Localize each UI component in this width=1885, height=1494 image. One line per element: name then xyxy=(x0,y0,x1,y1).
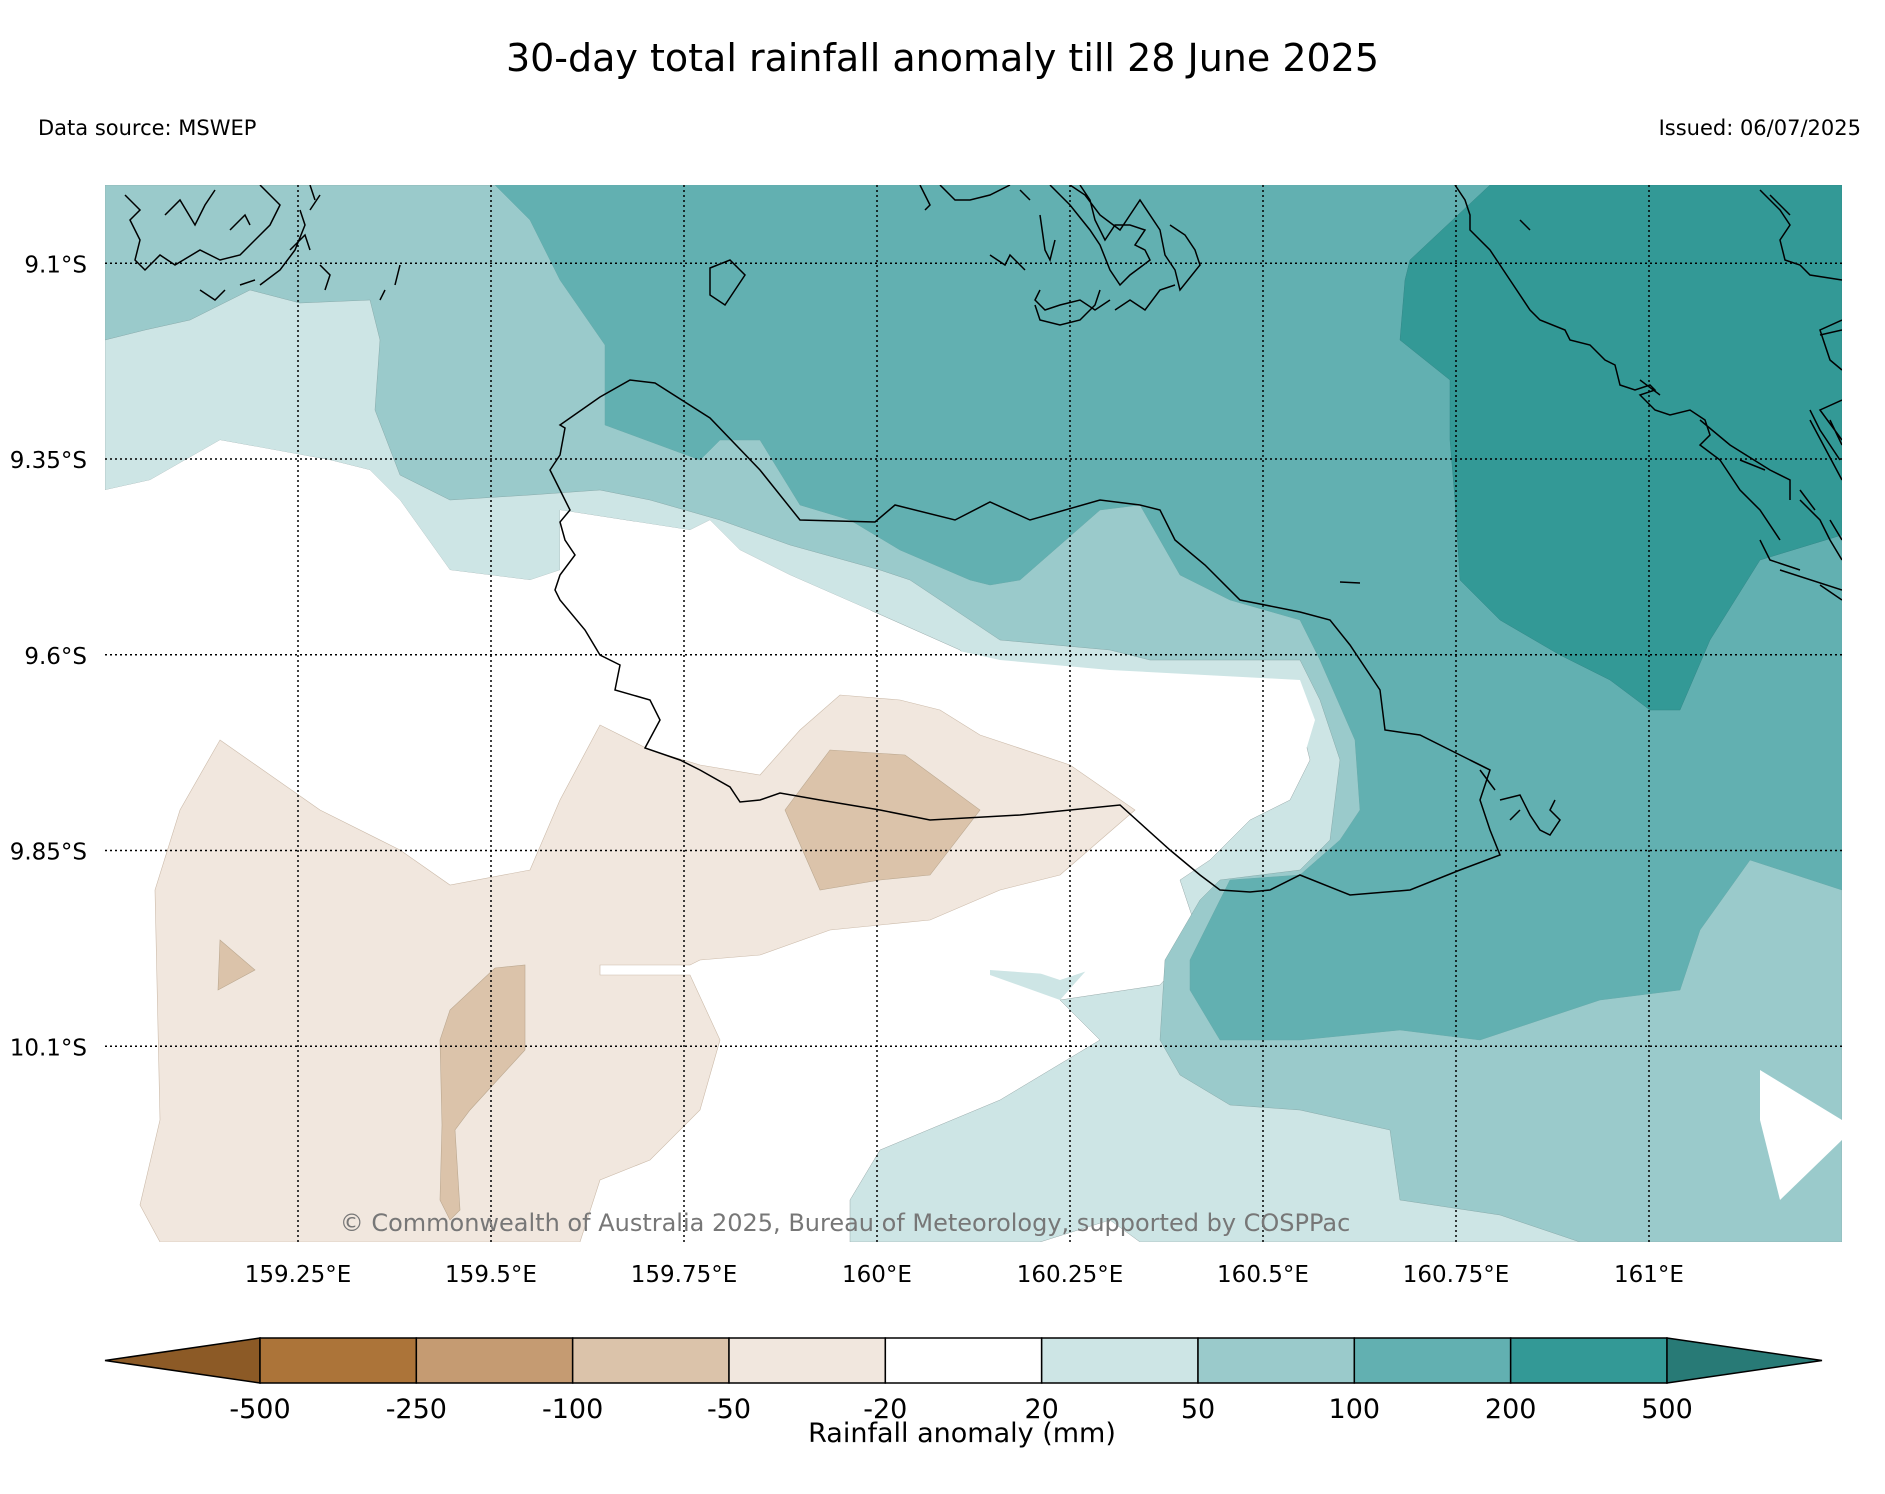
coastline-east xyxy=(1454,185,1842,601)
contour-wet-200-500 xyxy=(1399,185,1842,711)
lat-tick-label: 9.35°S xyxy=(10,448,87,474)
colorbar-bin xyxy=(884,1337,1043,1384)
colorbar-bin xyxy=(1509,1337,1668,1384)
colorbar-bin xyxy=(1040,1337,1199,1384)
colorbar-tick-label: 500 xyxy=(1641,1394,1693,1425)
coastline-small-island xyxy=(709,259,746,307)
colorbar-low-extension xyxy=(104,1337,261,1384)
colorbar xyxy=(104,1337,1823,1384)
colorbar-tick-label: 200 xyxy=(1485,1394,1537,1425)
colorbar-tick-label: -20 xyxy=(863,1394,907,1425)
colorbar-bin xyxy=(1197,1337,1356,1384)
lat-tick-label: 10.1°S xyxy=(10,1035,87,1061)
latitude-labels: 9.1°S 9.35°S 9.6°S 9.85°S 10.1°S xyxy=(10,252,87,1061)
lon-tick-label: 160.5°E xyxy=(1217,1262,1309,1288)
lon-tick-label: 161°E xyxy=(1614,1262,1684,1288)
colorbar-tick-labels: -500 -250 -100 -50 -20 20 50 100 200 500 xyxy=(229,1394,1692,1425)
issued-date-label: Issued: 06/07/2025 xyxy=(1658,116,1861,140)
lat-tick-label: 9.85°S xyxy=(10,840,87,866)
colorbar-bin xyxy=(259,1337,418,1384)
contour-layers xyxy=(105,185,1842,1242)
coastline-east-south xyxy=(1759,409,1842,591)
coastline-north-islands xyxy=(124,185,401,301)
colorbar-tick-label: -50 xyxy=(707,1394,751,1425)
colorbar-bin xyxy=(728,1337,887,1384)
longitude-labels: 159.25°E 159.5°E 159.75°E 160°E 160.25°E 160.… xyxy=(245,1262,1684,1288)
lon-tick-label: 160.75°E xyxy=(1403,1262,1510,1288)
lat-tick-label: 9.6°S xyxy=(24,644,87,670)
data-source-label: Data source: MSWEP xyxy=(38,116,257,140)
lon-tick-label: 160.25°E xyxy=(1017,1262,1124,1288)
lon-tick-label: 159.5°E xyxy=(445,1262,537,1288)
colorbar-bin xyxy=(415,1337,574,1384)
lon-tick-label: 160°E xyxy=(842,1262,912,1288)
map-title: 30-day total rainfall anomaly till 28 Ju… xyxy=(505,36,1380,80)
colorbar-bin xyxy=(571,1337,730,1384)
colorbar-title: Rainfall anomaly (mm) xyxy=(808,1418,1116,1449)
colorbar-tick-label: -100 xyxy=(542,1394,603,1425)
lon-tick-label: 159.25°E xyxy=(245,1262,352,1288)
colorbar-high-extension xyxy=(1666,1337,1823,1384)
colorbar-tick-label: 20 xyxy=(1024,1394,1058,1425)
contour-neutral-patch-se xyxy=(1760,1070,1842,1200)
copyright-notice: © Commonwealth of Australia 2025, Bureau… xyxy=(340,1209,1351,1237)
colorbar-tick-label: 50 xyxy=(1181,1394,1215,1425)
lon-tick-label: 159.75°E xyxy=(631,1262,738,1288)
contour-wet-20-50-tongue xyxy=(990,955,1100,1000)
colorbar-bin xyxy=(1353,1337,1512,1384)
contour-dry-50-100-c xyxy=(217,939,256,991)
colorbar-tick-label: 100 xyxy=(1329,1394,1381,1425)
colorbar-tick-label: -250 xyxy=(386,1394,447,1425)
coastline-east-tip xyxy=(1469,759,1561,836)
contour-dry-50-100-b xyxy=(439,964,526,1221)
lat-tick-label: 9.1°S xyxy=(24,252,87,278)
colorbar-tick-label: -500 xyxy=(229,1394,290,1425)
contour-dry-50-100-a xyxy=(784,749,981,891)
coastline xyxy=(549,379,1501,896)
graticule xyxy=(105,185,1842,1242)
coastline-ne-island xyxy=(919,185,1201,326)
coastline-mid-islet xyxy=(1339,581,1361,584)
